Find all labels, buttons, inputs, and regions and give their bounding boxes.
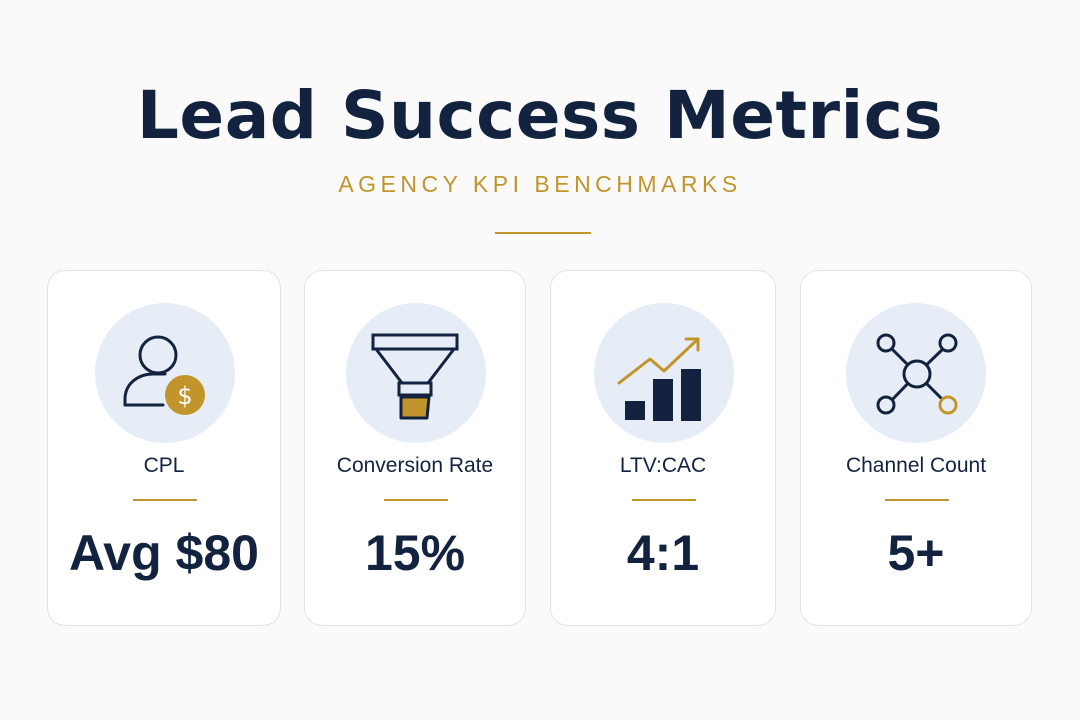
card-divider <box>133 499 197 501</box>
metric-value: 15% <box>364 525 466 581</box>
metric-card-channel-count: Channel Count 5+ <box>800 270 1032 626</box>
card-divider <box>632 499 696 501</box>
metric-label: Conversion Rate <box>336 454 494 477</box>
user-dollar-icon: $ <box>95 303 235 443</box>
svg-text:$: $ <box>177 382 192 410</box>
metric-card-conversion-rate: Conversion Rate 15% <box>304 270 526 626</box>
metric-card-ltv-cac: LTV:CAC 4:1 <box>550 270 776 626</box>
metric-value: 5+ <box>887 525 945 581</box>
funnel-icon <box>346 303 486 443</box>
metric-card-cpl: $ CPL Avg $80 <box>47 270 281 626</box>
metric-label: CPL <box>143 454 185 477</box>
network-icon <box>846 303 986 443</box>
metric-value: Avg $80 <box>69 525 259 581</box>
header-divider <box>495 232 591 234</box>
page-subtitle: AGENCY KPI BENCHMARKS <box>338 171 742 197</box>
card-divider <box>885 499 949 501</box>
header: Lead Success Metrics AGENCY KPI BENCHMAR… <box>0 76 1080 198</box>
card-divider <box>384 499 448 501</box>
growth-chart-icon <box>594 303 734 443</box>
page-title: Lead Success Metrics <box>136 77 944 154</box>
metric-label: LTV:CAC <box>619 454 707 477</box>
metric-label: Channel Count <box>845 454 987 477</box>
metric-value: 4:1 <box>626 525 700 581</box>
